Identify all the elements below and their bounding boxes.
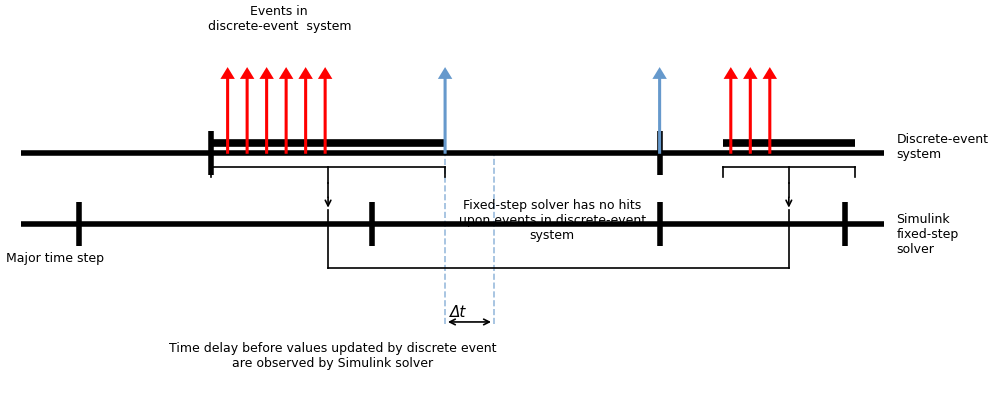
Text: Fixed-step solver has no hits
upon events in discrete-event
system: Fixed-step solver has no hits upon event… <box>459 198 646 241</box>
FancyArrow shape <box>765 69 776 153</box>
FancyArrow shape <box>222 69 233 153</box>
FancyArrow shape <box>300 69 311 153</box>
Text: Simulink
fixed-step
solver: Simulink fixed-step solver <box>896 213 959 256</box>
Text: Major time step: Major time step <box>6 252 105 265</box>
FancyArrow shape <box>320 69 331 153</box>
Text: Discrete-event
system: Discrete-event system <box>896 133 989 161</box>
FancyArrow shape <box>654 69 665 153</box>
FancyArrow shape <box>262 69 272 153</box>
Text: Time delay before values updated by discrete event
are observed by Simulink solv: Time delay before values updated by disc… <box>169 342 497 370</box>
FancyArrow shape <box>281 69 292 153</box>
FancyArrow shape <box>440 69 451 153</box>
Text: Δt: Δt <box>450 304 466 320</box>
FancyArrow shape <box>745 69 756 153</box>
FancyArrow shape <box>725 69 736 153</box>
Text: Events in
discrete-event  system: Events in discrete-event system <box>207 5 351 33</box>
FancyArrow shape <box>241 69 253 153</box>
